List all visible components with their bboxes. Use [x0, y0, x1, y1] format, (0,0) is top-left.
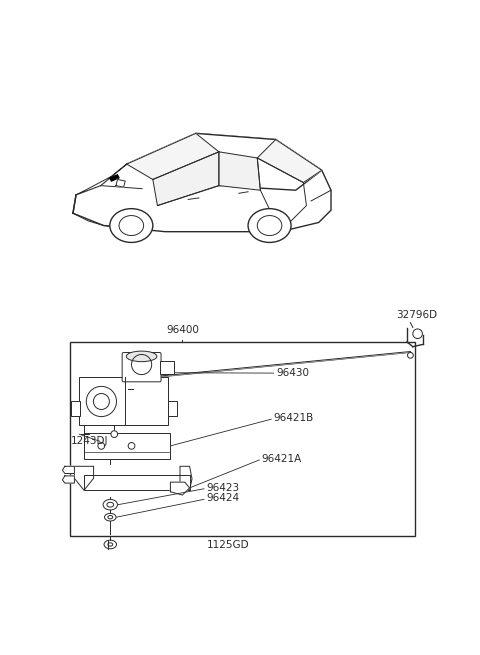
Polygon shape — [116, 179, 125, 187]
Polygon shape — [76, 164, 127, 195]
Text: 1125GD: 1125GD — [206, 540, 249, 550]
Text: 96400: 96400 — [166, 326, 199, 335]
Polygon shape — [180, 466, 192, 491]
Polygon shape — [257, 158, 306, 232]
Bar — [84, 433, 170, 459]
Ellipse shape — [105, 514, 116, 521]
Text: 1243DJ: 1243DJ — [71, 436, 108, 445]
Text: 32796D: 32796D — [396, 310, 437, 320]
Circle shape — [94, 394, 109, 409]
Text: 96424: 96424 — [206, 493, 240, 503]
Ellipse shape — [103, 499, 118, 510]
Polygon shape — [62, 466, 74, 474]
Polygon shape — [153, 152, 219, 206]
Bar — [70, 342, 415, 536]
Text: 96421A: 96421A — [262, 454, 302, 464]
Circle shape — [86, 386, 117, 417]
Circle shape — [111, 431, 118, 438]
Text: 96421B: 96421B — [274, 413, 314, 423]
Polygon shape — [127, 134, 322, 190]
Bar — [159, 360, 174, 374]
Polygon shape — [110, 175, 119, 181]
Bar — [84, 475, 190, 491]
Bar — [168, 402, 177, 416]
Polygon shape — [62, 476, 74, 483]
Polygon shape — [170, 482, 190, 495]
Text: 96423: 96423 — [206, 483, 240, 493]
Polygon shape — [127, 134, 219, 179]
Ellipse shape — [110, 209, 153, 242]
Ellipse shape — [126, 351, 157, 362]
FancyBboxPatch shape — [122, 352, 161, 382]
Text: 96430: 96430 — [276, 367, 309, 377]
Bar — [79, 377, 168, 426]
Circle shape — [408, 352, 413, 358]
Polygon shape — [257, 140, 322, 183]
Polygon shape — [74, 466, 94, 491]
Polygon shape — [73, 134, 331, 232]
Polygon shape — [219, 152, 260, 190]
Ellipse shape — [104, 540, 117, 549]
Bar — [71, 402, 80, 416]
Ellipse shape — [248, 209, 291, 242]
